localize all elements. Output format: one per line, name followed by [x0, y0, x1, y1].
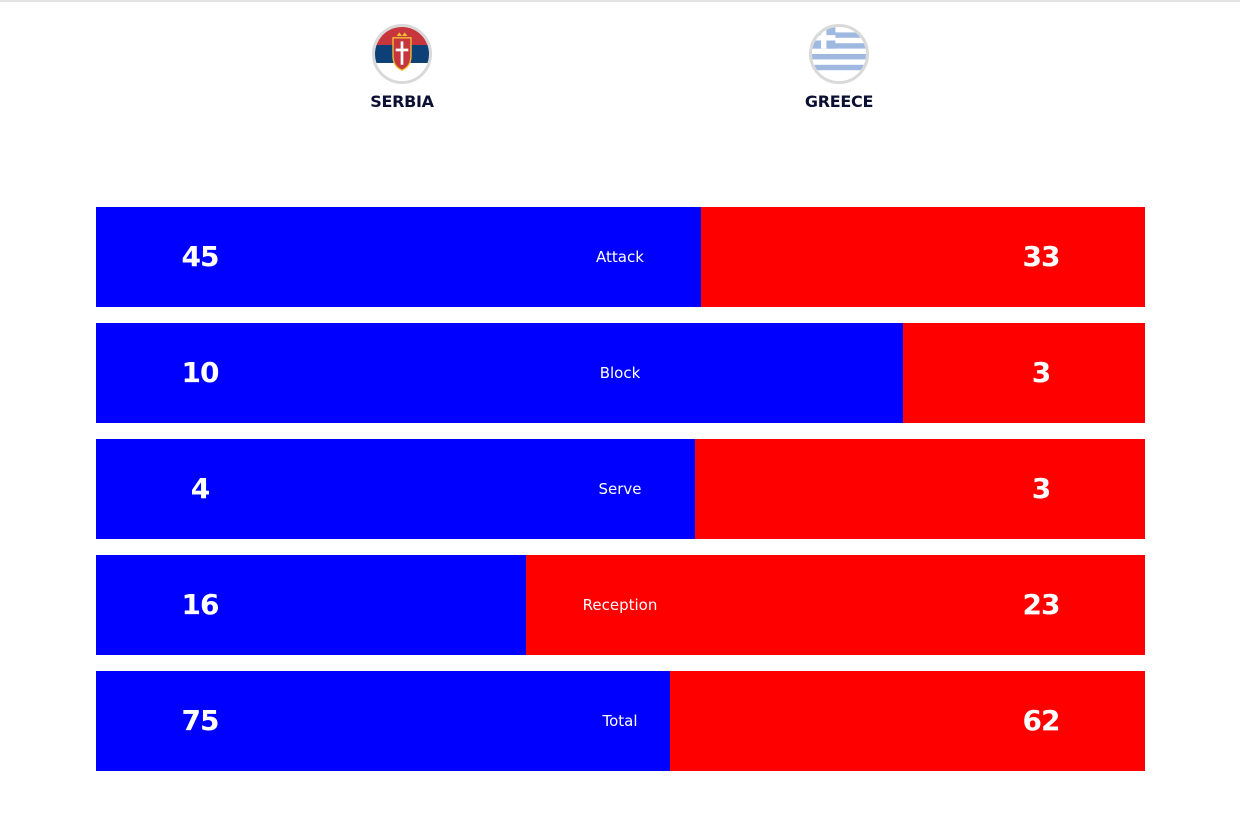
- away-value: 3: [1031, 472, 1051, 505]
- stat-row: 75 Total 62: [96, 671, 1145, 771]
- home-team: SERBIA: [332, 24, 472, 111]
- home-bar: [96, 439, 695, 539]
- comparison-chart: 45 Attack 33 10 Block 3 4 Serve 3 16 Reception 23 75…: [96, 207, 1145, 771]
- category-label: Reception: [582, 596, 658, 614]
- home-value: 4: [190, 472, 210, 505]
- category-label: Block: [599, 364, 641, 382]
- category-label: Attack: [596, 248, 644, 266]
- home-bar: [96, 207, 701, 307]
- category-label: Total: [602, 712, 638, 730]
- stat-row: 45 Attack 33: [96, 207, 1145, 307]
- away-value: 33: [1022, 240, 1061, 273]
- home-bar: [96, 671, 670, 771]
- greece-flag-icon: [809, 24, 869, 84]
- serbia-flag-icon: [372, 24, 432, 84]
- home-value: 75: [181, 704, 220, 737]
- away-team: GREECE: [769, 24, 909, 111]
- stat-row: 10 Block 3: [96, 323, 1145, 423]
- home-bar: [96, 323, 903, 423]
- stat-row: 16 Reception 23: [96, 555, 1145, 655]
- home-value: 16: [181, 588, 220, 621]
- home-value: 10: [181, 356, 220, 389]
- away-team-name: GREECE: [804, 92, 874, 111]
- top-divider: [0, 0, 1240, 2]
- home-team-name: SERBIA: [370, 92, 434, 111]
- away-value: 23: [1022, 588, 1061, 621]
- stat-row: 4 Serve 3: [96, 439, 1145, 539]
- away-value: 62: [1022, 704, 1061, 737]
- home-value: 45: [181, 240, 220, 273]
- away-value: 3: [1031, 356, 1051, 389]
- category-label: Serve: [598, 480, 642, 498]
- home-bar: [96, 555, 526, 655]
